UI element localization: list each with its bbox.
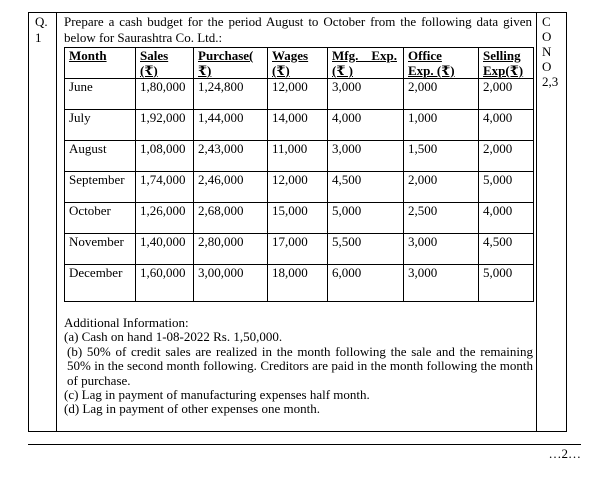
value-cell: 12,000 bbox=[267, 171, 328, 203]
col-header-mfg-exp: Mfg. Exp. (₹ ) bbox=[327, 47, 404, 79]
value-cell: 2,46,000 bbox=[193, 171, 268, 203]
additional-info-item-b: (b) 50% of credit sales are realized in … bbox=[67, 343, 533, 388]
additional-info-item-a: (a) Cash on hand 1-08-2022 Rs. 1,50,000. bbox=[64, 329, 283, 345]
value-cell: 2,80,000 bbox=[193, 233, 268, 265]
col-header-office-exp: Office Exp. (₹) bbox=[403, 47, 479, 79]
table-row: July 1,92,000 1,44,000 14,000 4,000 1,000 4,00… bbox=[64, 109, 534, 141]
value-cell: 2,43,000 bbox=[193, 140, 268, 172]
value-cell: 3,000 bbox=[403, 264, 479, 302]
value-cell: 5,000 bbox=[327, 202, 404, 234]
value-cell: 4,500 bbox=[327, 171, 404, 203]
question-number: Q. 1 bbox=[29, 13, 57, 431]
value-cell: 1,500 bbox=[403, 140, 479, 172]
value-cell: 12,000 bbox=[267, 78, 328, 110]
value-cell: 5,000 bbox=[478, 264, 534, 302]
value-cell: 1,44,000 bbox=[193, 109, 268, 141]
question-block: Q. 1 Prepare a cash budget for the perio… bbox=[28, 12, 567, 432]
question-content: Prepare a cash budget for the period Aug… bbox=[57, 13, 536, 431]
value-cell: 1,26,000 bbox=[135, 202, 194, 234]
additional-info-item-c: (c) Lag in payment of manufacturing expe… bbox=[64, 387, 370, 403]
value-cell: 15,000 bbox=[267, 202, 328, 234]
table-row: November 1,40,000 2,80,000 17,000 5,500 3,000… bbox=[64, 233, 534, 265]
value-cell: 4,000 bbox=[478, 109, 534, 141]
footer-divider-line bbox=[28, 444, 581, 445]
value-cell: 14,000 bbox=[267, 109, 328, 141]
additional-info-title: Additional Information: bbox=[64, 315, 189, 330]
month-cell: October bbox=[64, 202, 136, 234]
value-cell: 1,40,000 bbox=[135, 233, 194, 265]
month-cell: August bbox=[64, 140, 136, 172]
value-cell: 1,60,000 bbox=[135, 264, 194, 302]
value-cell: 4,000 bbox=[327, 109, 404, 141]
value-cell: 5,000 bbox=[478, 171, 534, 203]
month-cell: November bbox=[64, 233, 136, 265]
value-cell: 1,80,000 bbox=[135, 78, 194, 110]
table-header-row: Month Sales (₹) Purchase( ₹) Wages (₹) M… bbox=[64, 47, 534, 79]
value-cell: 1,08,000 bbox=[135, 140, 194, 172]
month-cell: September bbox=[64, 171, 136, 203]
month-cell: December bbox=[64, 264, 136, 302]
additional-information: Additional Information: (a) Cash on hand… bbox=[64, 315, 534, 417]
cash-budget-table: Month Sales (₹) Purchase( ₹) Wages (₹) M… bbox=[64, 47, 534, 302]
value-cell: 17,000 bbox=[267, 233, 328, 265]
col-header-wages: Wages (₹) bbox=[267, 47, 328, 79]
value-cell: 2,500 bbox=[403, 202, 479, 234]
table-row: September 1,74,000 2,46,000 12,000 4,500 2,00… bbox=[64, 171, 534, 203]
value-cell: 2,000 bbox=[403, 171, 479, 203]
table-row: August 1,08,000 2,43,000 11,000 3,000 1,500 2,… bbox=[64, 140, 534, 172]
col-header-sales: Sales (₹) bbox=[135, 47, 194, 79]
value-cell: 2,000 bbox=[403, 78, 479, 110]
value-cell: 6,000 bbox=[327, 264, 404, 302]
value-cell: 2,68,000 bbox=[193, 202, 268, 234]
value-cell: 2,000 bbox=[478, 140, 534, 172]
col-header-purchase: Purchase( ₹) bbox=[193, 47, 268, 79]
value-cell: 5,500 bbox=[327, 233, 404, 265]
budget-table-body: June 1,80,000 1,24,800 12,000 3,000 2,000 2,00… bbox=[64, 78, 534, 302]
table-row: December 1,60,000 3,00,000 18,000 6,000 3,000… bbox=[64, 264, 534, 302]
value-cell: 1,000 bbox=[403, 109, 479, 141]
month-cell: July bbox=[64, 109, 136, 141]
value-cell: 1,92,000 bbox=[135, 109, 194, 141]
value-cell: 3,000 bbox=[327, 78, 404, 110]
value-cell: 1,24,800 bbox=[193, 78, 268, 110]
value-cell: 18,000 bbox=[267, 264, 328, 302]
value-cell: 4,500 bbox=[478, 233, 534, 265]
course-outcome-number: C O N O 2,3 bbox=[536, 13, 566, 431]
value-cell: 4,000 bbox=[478, 202, 534, 234]
col-header-month: Month bbox=[64, 47, 136, 79]
additional-info-item-d: (d) Lag in payment of other expenses one… bbox=[64, 401, 320, 417]
table-row: June 1,80,000 1,24,800 12,000 3,000 2,000 2,00… bbox=[64, 78, 534, 110]
value-cell: 3,000 bbox=[403, 233, 479, 265]
value-cell: 3,000 bbox=[327, 140, 404, 172]
question-intro-text: Prepare a cash budget for the period Aug… bbox=[64, 14, 532, 45]
value-cell: 1,74,000 bbox=[135, 171, 194, 203]
month-cell: June bbox=[64, 78, 136, 110]
value-cell: 2,000 bbox=[478, 78, 534, 110]
table-row: October 1,26,000 2,68,000 15,000 5,000 2,500 4… bbox=[64, 202, 534, 234]
page-number: …2… bbox=[548, 446, 582, 461]
value-cell: 11,000 bbox=[267, 140, 328, 172]
value-cell: 3,00,000 bbox=[193, 264, 268, 302]
col-header-selling-exp: Selling Exp(₹) bbox=[478, 47, 534, 79]
